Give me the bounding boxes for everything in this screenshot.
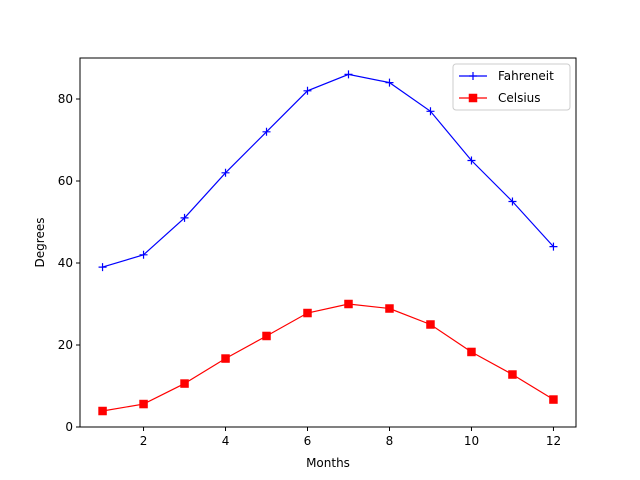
data-point (262, 127, 271, 136)
data-point (549, 242, 558, 251)
x-tick-label: 6 (304, 434, 312, 448)
plot-frame (79, 57, 577, 428)
series-fahreneit (98, 70, 558, 272)
x-tick-label: 8 (386, 434, 394, 448)
y-tick-label: 0 (65, 420, 73, 434)
data-point (221, 354, 230, 363)
data-point (508, 197, 517, 206)
data-point (344, 299, 353, 309)
data-point (221, 168, 230, 177)
data-point (385, 304, 394, 313)
series-layer (98, 70, 558, 416)
data-point (98, 406, 107, 416)
legend-label: Celsius (498, 91, 541, 105)
data-point (139, 399, 148, 409)
x-axis: 2 4 6 8 10 12 (140, 427, 561, 448)
y-tick-label: 40 (58, 256, 73, 270)
data-point (549, 395, 558, 404)
data-point (426, 320, 435, 329)
x-axis-label: Months (306, 456, 350, 470)
series-line-celsius (102, 303, 554, 412)
data-point (180, 379, 189, 388)
x-tick-label: 4 (222, 434, 230, 448)
x-tick-label: 2 (140, 434, 148, 448)
data-point (262, 331, 271, 341)
legend: Fahreneit Celsius (452, 63, 571, 111)
series-line-fahreneit (102, 73, 554, 268)
data-point (303, 86, 312, 95)
data-point (385, 78, 394, 87)
y-tick-label: 80 (58, 92, 73, 106)
x-tick-label: 12 (546, 434, 561, 448)
data-point (508, 370, 517, 379)
data-point (344, 70, 353, 79)
series-celsius (98, 299, 558, 416)
legend-label: Fahreneit (498, 69, 554, 83)
y-axis-label: Degrees (33, 218, 47, 268)
legend-marker (468, 93, 478, 103)
legend-marker (469, 72, 477, 80)
y-tick-label: 60 (58, 174, 73, 188)
x-tick-label: 10 (464, 434, 479, 448)
y-tick-label: 20 (58, 338, 73, 352)
data-point (426, 107, 435, 116)
data-point (467, 156, 476, 165)
data-point (180, 213, 189, 222)
data-point (98, 263, 107, 272)
y-axis: 0 20 40 60 80 (58, 92, 80, 434)
data-point (303, 308, 312, 318)
data-point (467, 347, 476, 357)
data-point (139, 250, 148, 259)
